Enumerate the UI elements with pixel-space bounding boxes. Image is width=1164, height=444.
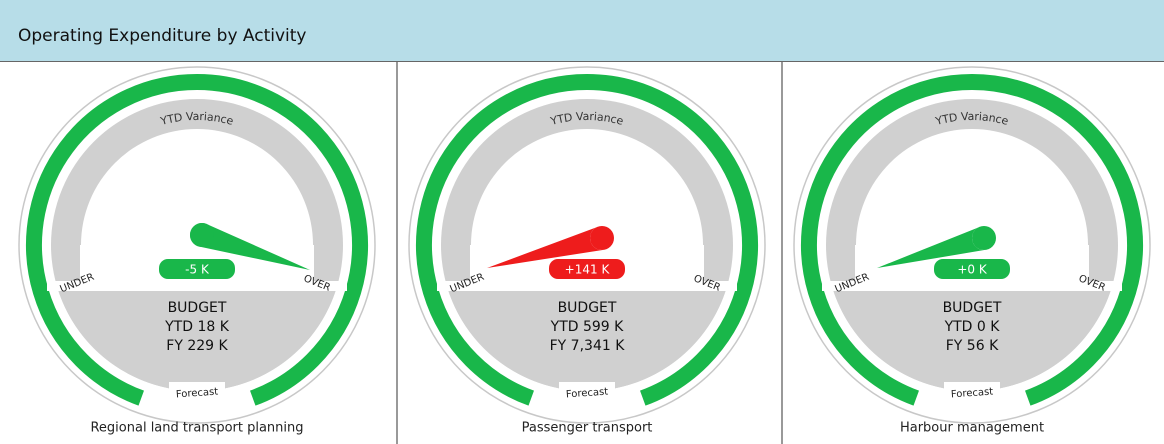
variance-label: -5 K (185, 263, 210, 277)
needle (877, 226, 988, 268)
forecast-label: Forecast (951, 387, 994, 401)
budget-area (58, 291, 336, 391)
budget-line: BUDGET (943, 300, 1002, 316)
budget-line: FY 56 K (946, 338, 999, 354)
budget-line: FY 229 K (166, 338, 228, 354)
forecast-ring (416, 74, 758, 406)
gauge-title-text: YTD Variance (548, 110, 625, 128)
forecast-label: Forecast (566, 387, 609, 401)
budget-line: FY 7,341 K (550, 338, 626, 354)
variance-pill (549, 259, 625, 279)
activity-name: Harbour management (900, 421, 1044, 436)
needle-hub (972, 226, 996, 250)
gauge-title-text: YTD Variance (158, 110, 235, 128)
header: Operating Expenditure by Activity (0, 0, 1164, 62)
activity-name: Regional land transport planning (90, 421, 303, 436)
forecast-box (169, 382, 225, 402)
budget-line: YTD 18 K (164, 319, 230, 335)
variance-pill (159, 259, 235, 279)
forecast-ring (26, 74, 368, 406)
budget-line: YTD 599 K (550, 319, 625, 335)
needle-hub (190, 223, 214, 247)
variance-label: +141 K (565, 263, 611, 277)
gauge-title-text: YTD Variance (933, 110, 1010, 128)
variance-label: +0 K (957, 263, 988, 277)
needle-hub (590, 226, 614, 250)
forecast-ring (801, 74, 1143, 406)
forecast-label: Forecast (176, 387, 219, 401)
variance-pill (934, 259, 1010, 279)
header-title: Operating Expenditure by Activity (18, 26, 307, 46)
budget-line: BUDGET (168, 300, 227, 316)
gauge-title: YTD Variance (933, 110, 1010, 128)
needle (190, 223, 310, 270)
gauge-title: YTD Variance (548, 110, 625, 128)
gauge-title: YTD Variance (158, 110, 235, 128)
forecast-box (559, 382, 615, 402)
budget-area (448, 291, 726, 391)
needle (487, 226, 606, 268)
budget-area (833, 291, 1111, 391)
forecast-box (944, 382, 1000, 402)
budget-line: BUDGET (558, 300, 617, 316)
activity-name: Passenger transport (522, 421, 653, 436)
budget-line: YTD 0 K (944, 319, 1001, 335)
